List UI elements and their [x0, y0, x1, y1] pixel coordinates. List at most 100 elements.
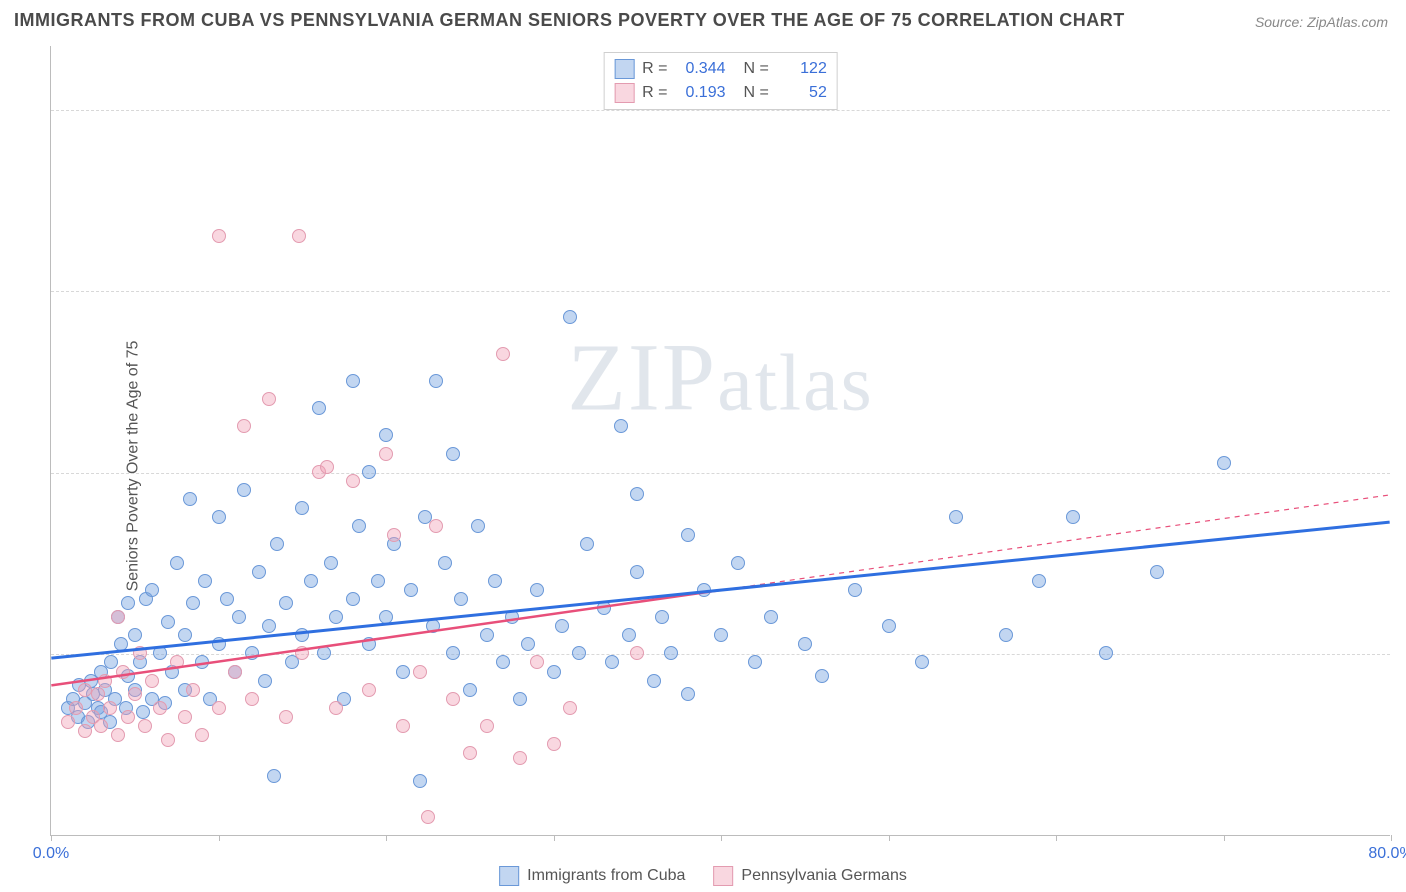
x-tick-mark — [386, 835, 387, 841]
data-point — [237, 419, 251, 433]
legend-r-label: R = — [642, 60, 667, 78]
data-point — [69, 701, 83, 715]
plot-area: ZIPatlas R =0.344N =122R =0.193N =52 20.… — [50, 46, 1390, 836]
data-point — [647, 674, 661, 688]
legend-series-label: Pennsylvania Germans — [741, 867, 906, 885]
legend-correlation-row: R = 0.344 N = 122 — [614, 57, 827, 81]
data-point — [655, 610, 669, 624]
y-tick-label: 60.0% — [1398, 282, 1406, 300]
data-point — [404, 583, 418, 597]
data-point — [413, 665, 427, 679]
legend-n-label: N = — [744, 60, 769, 78]
data-point — [513, 751, 527, 765]
legend-r-value: 0.193 — [676, 84, 726, 102]
data-point — [279, 596, 293, 610]
data-point — [295, 628, 309, 642]
data-point — [496, 347, 510, 361]
data-point — [413, 774, 427, 788]
data-point — [563, 701, 577, 715]
x-tick-label: 0.0% — [33, 845, 69, 863]
data-point — [999, 628, 1013, 642]
swatch-icon — [614, 59, 634, 79]
data-point — [480, 628, 494, 642]
swatch-icon — [614, 83, 634, 103]
data-point — [304, 574, 318, 588]
data-point — [195, 728, 209, 742]
data-point — [91, 687, 105, 701]
data-point — [111, 728, 125, 742]
data-point — [329, 701, 343, 715]
data-point — [178, 710, 192, 724]
data-point — [292, 229, 306, 243]
data-point — [949, 510, 963, 524]
data-point — [136, 705, 150, 719]
data-point — [429, 374, 443, 388]
data-point — [530, 655, 544, 669]
data-point — [212, 701, 226, 715]
data-point — [258, 674, 272, 688]
data-point — [212, 637, 226, 651]
data-point — [379, 447, 393, 461]
data-point — [915, 655, 929, 669]
legend-r-value: 0.344 — [676, 60, 726, 78]
swatch-icon — [499, 866, 519, 886]
data-point — [153, 646, 167, 660]
y-tick-label: 40.0% — [1398, 464, 1406, 482]
data-point — [555, 619, 569, 633]
data-point — [630, 646, 644, 660]
data-point — [186, 596, 200, 610]
legend-series: Immigrants from CubaPennsylvania Germans — [499, 866, 907, 886]
trend-lines — [51, 46, 1390, 835]
x-tick-mark — [219, 835, 220, 841]
data-point — [664, 646, 678, 660]
data-point — [128, 687, 142, 701]
chart-title: IMMIGRANTS FROM CUBA VS PENNSYLVANIA GER… — [14, 10, 1125, 31]
data-point — [279, 710, 293, 724]
data-point — [295, 501, 309, 515]
data-point — [245, 646, 259, 660]
data-point — [563, 310, 577, 324]
data-point — [114, 637, 128, 651]
data-point — [252, 565, 266, 579]
y-tick-label: 20.0% — [1398, 645, 1406, 663]
legend-r-label: R = — [642, 84, 667, 102]
data-point — [153, 701, 167, 715]
data-point — [496, 655, 510, 669]
data-point — [78, 724, 92, 738]
data-point — [714, 628, 728, 642]
data-point — [463, 746, 477, 760]
data-point — [198, 574, 212, 588]
data-point — [362, 683, 376, 697]
data-point — [94, 719, 108, 733]
data-point — [605, 655, 619, 669]
data-point — [1032, 574, 1046, 588]
data-point — [446, 692, 460, 706]
data-point — [170, 556, 184, 570]
data-point — [614, 419, 628, 433]
data-point — [312, 401, 326, 415]
legend-n-value: 122 — [777, 60, 827, 78]
data-point — [262, 619, 276, 633]
x-tick-label: 80.0% — [1368, 845, 1406, 863]
data-point — [387, 528, 401, 542]
data-point — [212, 510, 226, 524]
data-point — [329, 610, 343, 624]
data-point — [1066, 510, 1080, 524]
data-point — [61, 715, 75, 729]
data-point — [138, 719, 152, 733]
data-point — [848, 583, 862, 597]
data-point — [195, 655, 209, 669]
data-point — [103, 701, 117, 715]
data-point — [111, 610, 125, 624]
data-point — [815, 669, 829, 683]
data-point — [161, 615, 175, 629]
data-point — [145, 674, 159, 688]
data-point — [352, 519, 366, 533]
data-point — [1217, 456, 1231, 470]
data-point — [379, 428, 393, 442]
data-point — [471, 519, 485, 533]
x-tick-mark — [889, 835, 890, 841]
data-point — [530, 583, 544, 597]
x-tick-mark — [51, 835, 52, 841]
data-point — [245, 692, 259, 706]
